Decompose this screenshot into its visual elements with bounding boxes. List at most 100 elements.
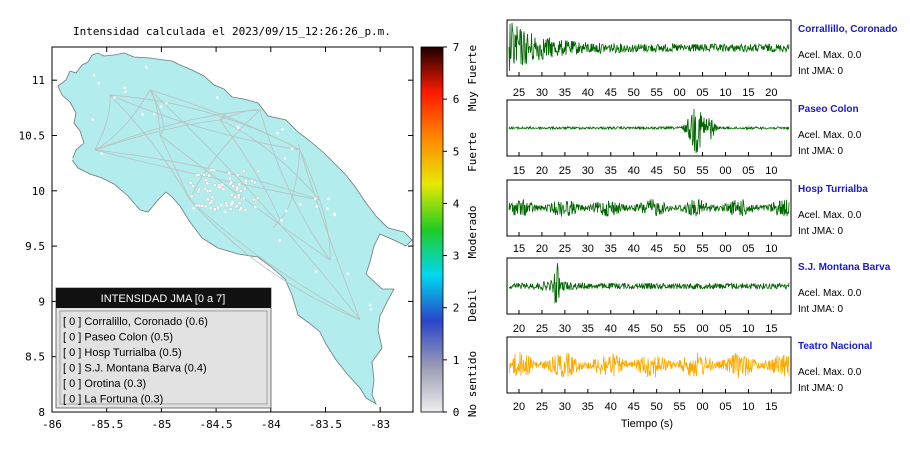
colorbar-ticks: 0 1 2 3 4 5 6 7 xyxy=(443,41,460,419)
road xyxy=(189,109,261,201)
waveform-tick-label: 45 xyxy=(628,323,640,335)
town-marker xyxy=(278,239,282,242)
town-marker xyxy=(227,171,231,176)
waveform-tick-label: 15 xyxy=(513,165,525,177)
town-marker xyxy=(230,193,234,197)
town-marker xyxy=(213,207,217,212)
station-intensity: Int JMA: 0 xyxy=(798,226,843,237)
town-marker xyxy=(205,181,209,185)
town-marker xyxy=(91,118,94,121)
town-marker xyxy=(239,189,243,193)
waveform-tick-label: 45 xyxy=(628,401,640,413)
map-y-tick-label: 9.5 xyxy=(25,240,45,253)
waveform-tick-label: 15 xyxy=(765,323,777,335)
colorbar-tick-label: 4 xyxy=(453,197,460,210)
waveform-tick-label: 10 xyxy=(719,87,731,99)
town-marker xyxy=(164,101,168,105)
station-intensity: Int JMA: 0 xyxy=(798,383,843,394)
town-marker xyxy=(233,195,238,200)
town-marker xyxy=(212,168,216,173)
waveform-tick-label: 35 xyxy=(582,401,594,413)
town-marker xyxy=(290,147,294,151)
town-marker xyxy=(242,169,246,173)
town-marker xyxy=(314,197,317,200)
waveform-tick-label: 20 xyxy=(513,323,525,335)
legend-header xyxy=(56,288,271,308)
waveform-tick-label: 30 xyxy=(582,165,594,177)
town-marker xyxy=(92,73,96,77)
waveform-tick-label: 15 xyxy=(765,401,777,413)
station-accel: Acel. Max. 0.0 xyxy=(798,130,862,141)
colorbar-tick-label: 2 xyxy=(453,302,460,315)
town-marker xyxy=(236,173,240,177)
map-y-tick-label: 10.5 xyxy=(19,129,46,142)
waveform-tick-label: 35 xyxy=(582,323,594,335)
town-marker xyxy=(200,204,204,208)
waveform-tick-label: 10 xyxy=(742,323,754,335)
town-marker xyxy=(368,303,372,307)
colorbar-category-labels: No sentido Debil Moderado Fuerte Muy Fuerte xyxy=(466,45,479,417)
road xyxy=(159,134,191,201)
waveform-tick-label: 55 xyxy=(651,87,663,99)
town-marker xyxy=(141,112,145,116)
waveform-panel: 25 30 35 40 45 50 55 00 05 10 15 20 Corrallillo, Cor… xyxy=(506,19,897,99)
town-marker xyxy=(244,179,248,183)
waveform-tick-label: 55 xyxy=(673,323,685,335)
town-marker xyxy=(235,185,240,190)
town-marker xyxy=(196,173,201,177)
map-x-axis: -86 -85.5 -85 -84.5 -84 -83.5 -83 xyxy=(42,47,390,431)
colorbar-tick-label: 3 xyxy=(453,250,460,263)
town-marker xyxy=(220,182,225,187)
map-x-tick-label: -83 xyxy=(370,418,390,431)
map-y-tick-label: 11 xyxy=(32,74,45,87)
town-marker xyxy=(188,181,193,185)
legend-item: [ 0 ] La Fortuna (0.3) xyxy=(63,394,163,406)
road xyxy=(94,109,261,151)
waveform-tick-label: 40 xyxy=(605,401,617,413)
waveform-tick-label: 30 xyxy=(582,243,594,255)
road xyxy=(219,119,321,201)
station-accel: Acel. Max. 0.0 xyxy=(798,210,862,221)
waveform-tick-label: 25 xyxy=(559,165,571,177)
town-marker xyxy=(213,183,217,187)
road xyxy=(94,89,151,151)
intensity-legend: INTENSIDAD JMA [0 a 7] [ 0 ] Corralillo,… xyxy=(55,287,272,409)
town-markers xyxy=(70,65,373,311)
road xyxy=(149,89,301,151)
road xyxy=(219,119,281,221)
town-marker xyxy=(153,112,156,116)
waveform-tick-label: 45 xyxy=(651,165,663,177)
waveform-tick-label: 15 xyxy=(742,87,754,99)
town-marker xyxy=(314,269,318,273)
town-marker xyxy=(298,203,302,206)
colorbar-category-label: Moderado xyxy=(466,206,479,259)
legend-item: [ 0 ] Hosp Turrialba (0.5) xyxy=(63,347,182,359)
waveform-tick-label: 35 xyxy=(559,87,571,99)
town-marker xyxy=(113,96,116,99)
town-marker xyxy=(239,206,243,210)
waveform-panel: 15 20 25 30 35 40 45 50 55 00 05 10 Hosp Turrialba Ac… xyxy=(506,179,868,255)
town-marker xyxy=(346,272,350,276)
town-marker xyxy=(333,212,336,216)
waveform-trace xyxy=(508,108,790,154)
legend-title: INTENSIDAD JMA [0 a 7] xyxy=(101,293,226,305)
waveform-trace xyxy=(508,352,790,378)
waveform-tick-label: 25 xyxy=(536,401,548,413)
waveform-tick-label: 10 xyxy=(765,243,777,255)
town-marker xyxy=(123,86,127,90)
town-marker xyxy=(326,207,329,210)
town-marker xyxy=(283,157,287,160)
town-marker xyxy=(202,173,206,177)
station-accel: Acel. Max. 0.0 xyxy=(798,288,862,299)
map-y-tick-label: 8.5 xyxy=(25,351,45,364)
town-marker xyxy=(205,197,210,202)
station-name: S.J. Montana Barva xyxy=(798,262,891,273)
town-marker xyxy=(243,186,247,191)
map-x-tick-label: -84 xyxy=(261,418,281,431)
station-intensity: Int JMA: 0 xyxy=(798,66,843,77)
town-marker xyxy=(215,96,219,100)
town-marker xyxy=(71,139,75,143)
waveform-tick-label: 00 xyxy=(719,165,731,177)
town-marker xyxy=(236,126,240,129)
town-marker xyxy=(229,202,234,207)
